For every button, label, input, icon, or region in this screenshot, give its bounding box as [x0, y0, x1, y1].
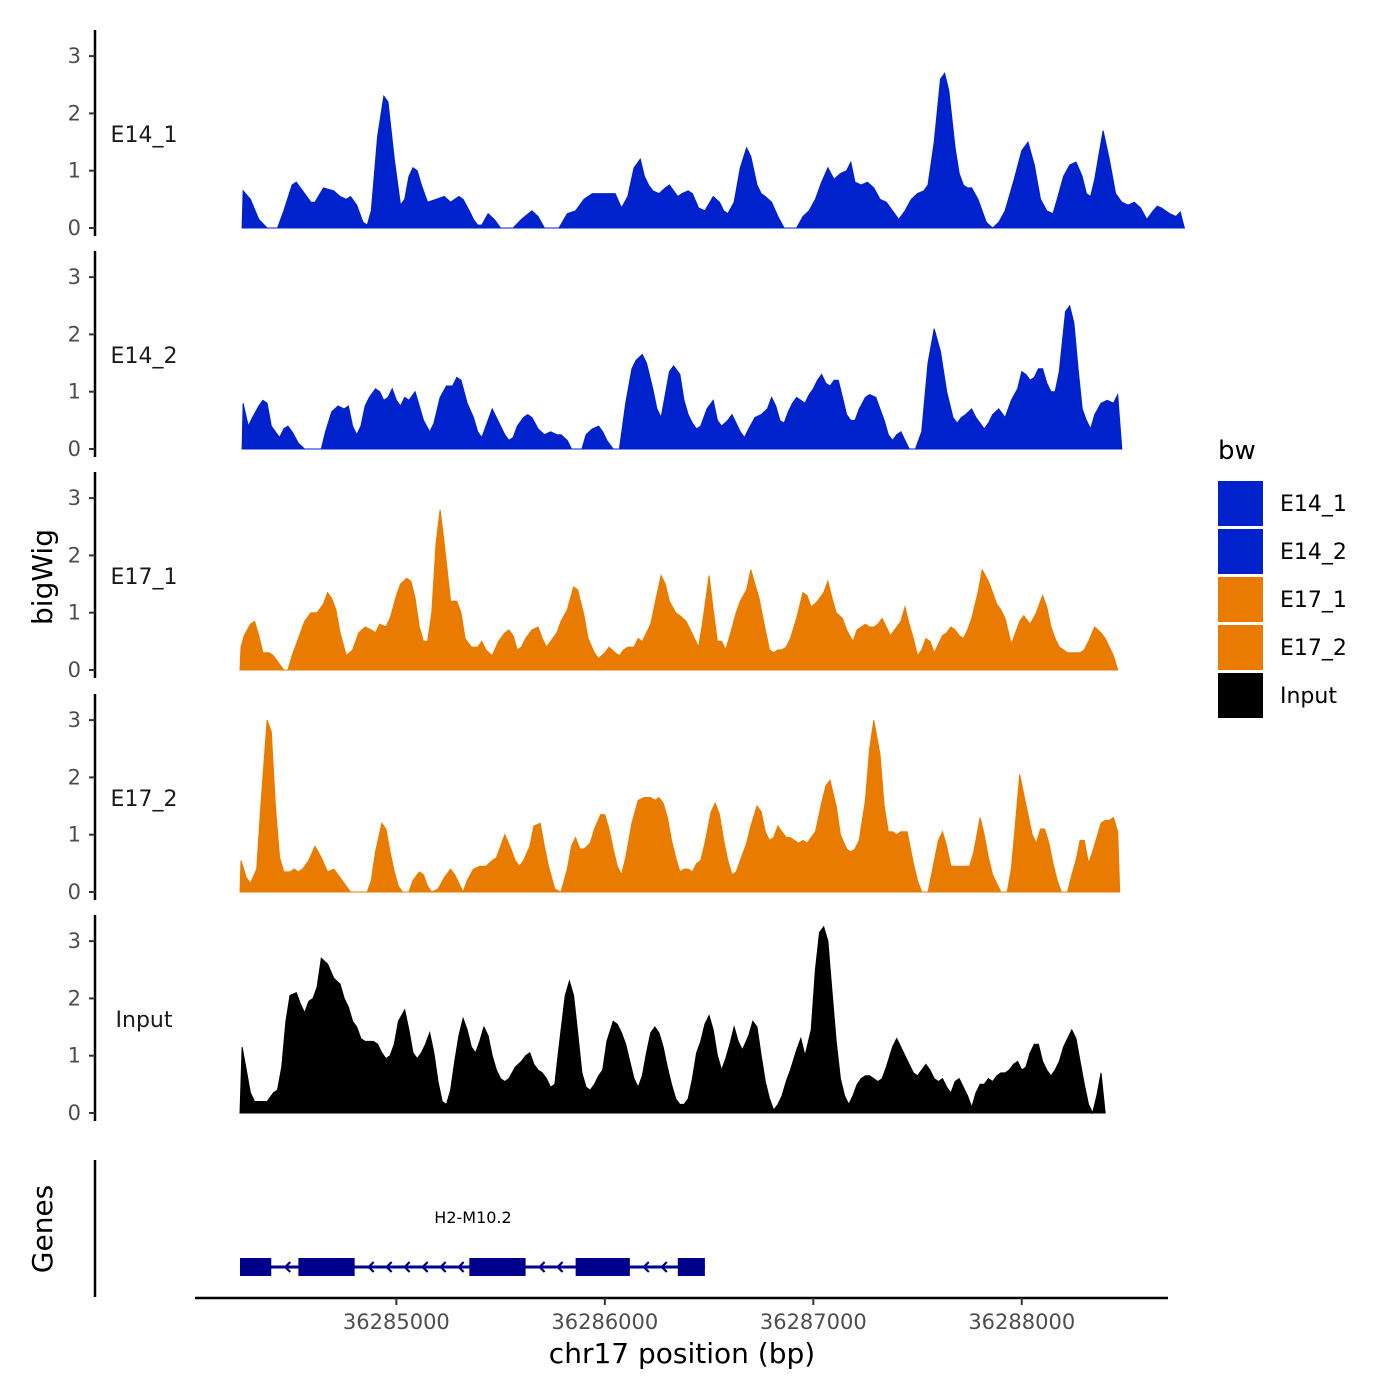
- signal-area-E14_2: [241, 304, 1123, 450]
- legend-label: E17_1: [1280, 588, 1347, 613]
- legend-title: bw: [1218, 436, 1256, 466]
- y-tick-label: 0: [68, 1101, 81, 1125]
- legend-swatch: [1218, 481, 1263, 526]
- y-tick-label: 1: [68, 159, 81, 183]
- track-E17_1: 0 1 2 3 E17_1: [68, 472, 1119, 682]
- gene-track: H2-M10.2: [93, 1160, 705, 1297]
- legend-label: E17_2: [1280, 636, 1347, 661]
- legend-swatch: [1218, 577, 1263, 622]
- track-E14_1: 0 1 2 3 E14_1: [68, 30, 1186, 240]
- y-tick-label: 3: [68, 486, 81, 510]
- gene-name-label: H2-M10.2: [434, 1208, 511, 1227]
- legend-label: E14_1: [1280, 492, 1347, 517]
- y-tick-label: 1: [68, 1044, 81, 1068]
- strand-arrow: [457, 1261, 465, 1273]
- y-tick-label: 3: [68, 265, 81, 289]
- x-axis: 36285000 36286000 36287000 36288000: [195, 1296, 1168, 1334]
- exon: [677, 1258, 705, 1276]
- exon: [469, 1258, 526, 1276]
- strand-arrow: [660, 1261, 668, 1273]
- x-axis-title: chr17 position (bp): [549, 1337, 815, 1370]
- strand-arrow: [421, 1261, 429, 1273]
- track-label: E14_2: [111, 344, 178, 369]
- y-tick-label: 0: [68, 658, 81, 682]
- signal-area-E17_1: [239, 509, 1119, 671]
- signal-area-Input: [239, 925, 1106, 1115]
- y-tick-label: 2: [68, 101, 81, 125]
- strand-arrow: [283, 1261, 292, 1273]
- legend: bw E14_1 E14_2 E17_1 E17_2 Input: [1218, 436, 1347, 718]
- strand-arrow: [642, 1261, 650, 1273]
- track-Input: 0 1 2 3 Input: [68, 915, 1106, 1125]
- legend-label: Input: [1280, 684, 1337, 709]
- exon: [240, 1258, 272, 1276]
- x-tick-label: 36288000: [968, 1310, 1075, 1334]
- track-E14_2: 0 1 2 3 E14_2: [68, 251, 1123, 461]
- track-label: E17_1: [111, 565, 178, 590]
- signal-tracks: 0 1 2 3 E14_1 0 1 2 3 E14_2 0 1 2 3 E17_1 0 1 2 3 E17_2 0 1 2 3…: [68, 30, 1186, 1125]
- exon: [575, 1258, 630, 1276]
- signal-area-E17_2: [239, 719, 1121, 894]
- legend-swatch: [1218, 529, 1263, 574]
- signal-area-E14_1: [241, 72, 1186, 229]
- exon: [298, 1258, 355, 1276]
- track-label: Input: [116, 1008, 173, 1033]
- y-tick-label: 2: [68, 986, 81, 1010]
- y-axis-title: bigWig: [26, 529, 59, 625]
- x-tick-label: 36287000: [760, 1310, 867, 1334]
- track-E17_2: 0 1 2 3 E17_2: [68, 694, 1121, 904]
- y-tick-label: 2: [68, 765, 81, 789]
- y-tick-label: 2: [68, 322, 81, 346]
- y-tick-label: 1: [68, 601, 81, 625]
- y-tick-label: 0: [68, 216, 81, 240]
- strand-arrow: [403, 1261, 411, 1273]
- strand-arrow: [439, 1261, 447, 1273]
- strand-arrow: [538, 1261, 546, 1273]
- y-tick-label: 2: [68, 543, 81, 567]
- y-tick-label: 1: [68, 823, 81, 847]
- legend-swatch: [1218, 673, 1263, 718]
- y-tick-label: 3: [68, 44, 81, 68]
- strand-arrow: [367, 1261, 375, 1273]
- gene-track-title: Genes: [26, 1185, 59, 1273]
- x-tick-label: 36286000: [551, 1310, 658, 1334]
- y-tick-label: 1: [68, 380, 81, 404]
- x-tick-label: 36285000: [343, 1310, 450, 1334]
- y-tick-label: 0: [68, 880, 81, 904]
- y-tick-label: 3: [68, 708, 81, 732]
- strand-arrow: [385, 1261, 393, 1273]
- track-label: E17_2: [111, 787, 178, 812]
- y-tick-label: 0: [68, 437, 81, 461]
- strand-arrow: [556, 1261, 564, 1273]
- legend-swatch: [1218, 625, 1263, 670]
- track-label: E14_1: [111, 123, 178, 148]
- legend-label: E14_2: [1280, 540, 1347, 565]
- y-tick-label: 3: [68, 929, 81, 953]
